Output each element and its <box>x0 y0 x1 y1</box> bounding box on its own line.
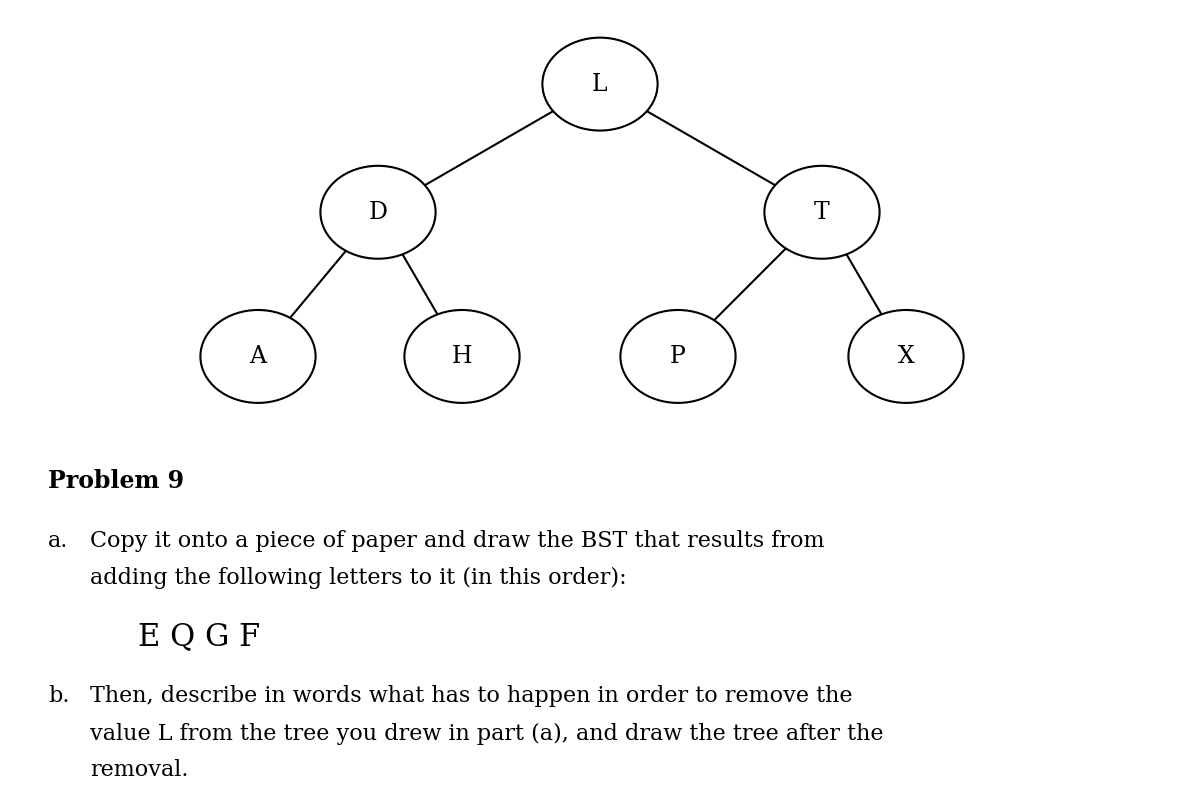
Text: b.: b. <box>48 685 70 706</box>
Text: L: L <box>592 73 608 95</box>
Text: Copy it onto a piece of paper and draw the BST that results from: Copy it onto a piece of paper and draw t… <box>90 530 824 552</box>
Ellipse shape <box>542 38 658 131</box>
Text: value L from the tree you drew in part (a), and draw the tree after the: value L from the tree you drew in part (… <box>90 723 883 745</box>
Text: T: T <box>814 201 830 223</box>
Text: H: H <box>451 345 473 368</box>
Text: D: D <box>368 201 388 223</box>
Text: removal.: removal. <box>90 759 188 781</box>
Ellipse shape <box>200 310 316 403</box>
Text: adding the following letters to it (in this order):: adding the following letters to it (in t… <box>90 567 626 590</box>
Ellipse shape <box>320 166 436 259</box>
Text: Then, describe in words what has to happen in order to remove the: Then, describe in words what has to happ… <box>90 685 852 706</box>
Ellipse shape <box>404 310 520 403</box>
Text: Problem 9: Problem 9 <box>48 469 184 493</box>
Ellipse shape <box>848 310 964 403</box>
Text: a.: a. <box>48 530 68 552</box>
Ellipse shape <box>620 310 736 403</box>
Text: E Q G F: E Q G F <box>138 621 260 652</box>
Text: A: A <box>250 345 266 368</box>
Text: P: P <box>670 345 686 368</box>
Text: X: X <box>898 345 914 368</box>
Ellipse shape <box>764 166 880 259</box>
